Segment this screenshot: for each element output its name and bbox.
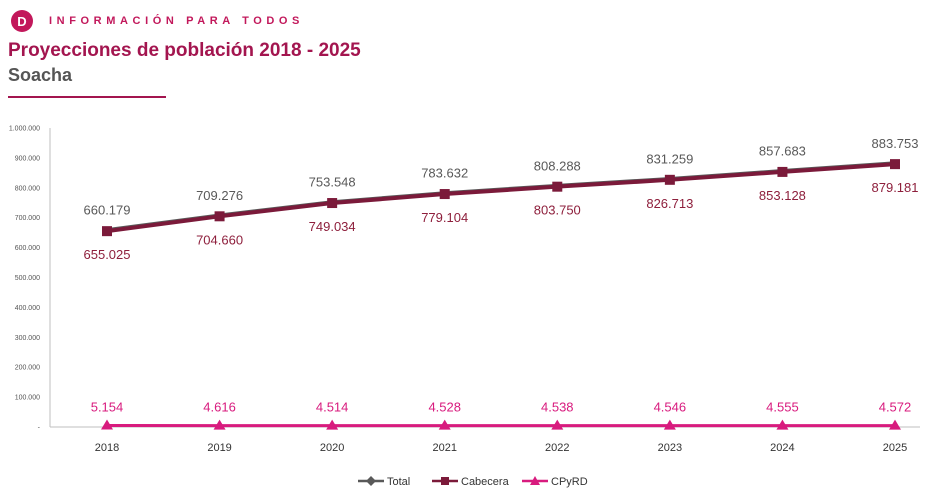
marker-cabecera bbox=[102, 226, 112, 237]
y-tick-label: 100.000 bbox=[15, 395, 40, 402]
marker-cpyrd bbox=[663, 419, 676, 430]
legend-marker-cpyrd bbox=[530, 476, 540, 485]
y-tick-label: 500.000 bbox=[15, 275, 40, 282]
data-label-cabecera: 779.104 bbox=[421, 210, 468, 225]
data-label-cpyrd: 4.555 bbox=[766, 400, 799, 415]
brand-tagline: INFORMACIÓN PARA TODOS bbox=[49, 15, 304, 27]
marker-cpyrd bbox=[101, 419, 113, 430]
legend-marker-cabecera bbox=[441, 477, 449, 485]
y-tick-label: 600.000 bbox=[15, 245, 40, 252]
data-label-total: 660.179 bbox=[84, 203, 131, 218]
marker-cabecera bbox=[552, 181, 563, 192]
y-tick-label: - bbox=[38, 425, 41, 432]
series-line-cabecera bbox=[106, 162, 896, 234]
data-label-cabecera: 826.713 bbox=[646, 196, 693, 211]
marker-cabecera bbox=[214, 211, 225, 222]
brand-bar: D INFORMACIÓN PARA TODOS bbox=[11, 10, 304, 32]
data-label-total: 753.548 bbox=[309, 175, 356, 190]
data-label-total: 883.753 bbox=[872, 136, 919, 151]
marker-cpyrd bbox=[326, 419, 339, 430]
data-label-cpyrd: 5.154 bbox=[91, 399, 124, 414]
marker-cpyrd bbox=[551, 419, 564, 430]
y-tick-label: 800.000 bbox=[15, 185, 40, 192]
data-label-cabecera: 655.025 bbox=[84, 247, 131, 262]
page-title: Proyecciones de población 2018 - 2025 bbox=[8, 40, 361, 61]
data-label-cpyrd: 4.528 bbox=[428, 400, 461, 415]
data-label-cabecera: 803.750 bbox=[534, 203, 581, 218]
x-tick-label: 2023 bbox=[658, 442, 682, 454]
y-tick-label: 300.000 bbox=[15, 335, 40, 342]
marker-cpyrd bbox=[889, 419, 901, 430]
data-label-cpyrd: 4.514 bbox=[316, 400, 349, 415]
data-label-total: 808.288 bbox=[534, 158, 581, 173]
marker-cpyrd bbox=[213, 419, 226, 430]
data-label-total: 783.632 bbox=[421, 166, 468, 181]
data-label-cabecera: 879.181 bbox=[872, 180, 919, 195]
data-label-total: 857.683 bbox=[759, 144, 806, 159]
marker-cpyrd bbox=[776, 419, 789, 430]
data-label-total: 831.259 bbox=[646, 151, 693, 166]
marker-cpyrd bbox=[438, 419, 451, 430]
x-tick-label: 2024 bbox=[770, 442, 794, 454]
data-label-cpyrd: 4.616 bbox=[203, 400, 236, 415]
legend-label-cpyrd: CPyRD bbox=[551, 476, 588, 488]
x-tick-label: 2022 bbox=[545, 442, 569, 454]
data-label-cabecera: 749.034 bbox=[309, 219, 356, 234]
page-subtitle: Soacha bbox=[8, 65, 73, 85]
x-tick-label: 2021 bbox=[432, 442, 456, 454]
y-tick-label: 200.000 bbox=[15, 365, 40, 372]
marker-cabecera bbox=[777, 166, 788, 177]
marker-cabecera bbox=[327, 198, 338, 209]
data-label-cabecera: 704.660 bbox=[196, 232, 243, 247]
legend-label-cabecera: Cabecera bbox=[461, 476, 510, 488]
data-label-cpyrd: 4.546 bbox=[654, 400, 687, 415]
brand-logo: D bbox=[11, 10, 33, 32]
legend-label-total: Total bbox=[387, 476, 410, 488]
brand-logo-letter: D bbox=[17, 13, 27, 29]
y-tick-label: 700.000 bbox=[15, 215, 40, 222]
legend-marker-total bbox=[366, 476, 376, 486]
x-tick-label: 2019 bbox=[207, 442, 231, 454]
data-label-total: 709.276 bbox=[196, 188, 243, 203]
y-tick-label: 900.000 bbox=[15, 155, 40, 162]
marker-cabecera bbox=[664, 174, 675, 185]
x-tick-label: 2020 bbox=[320, 442, 344, 454]
marker-cabecera bbox=[439, 189, 450, 200]
marker-cabecera bbox=[890, 159, 900, 170]
title-underline bbox=[8, 96, 166, 98]
data-label-cpyrd: 4.538 bbox=[541, 400, 574, 415]
x-tick-label: 2025 bbox=[883, 442, 907, 454]
data-label-cpyrd: 4.572 bbox=[879, 400, 912, 415]
y-tick-label: 1.000.000 bbox=[9, 126, 40, 133]
data-label-cabecera: 853.128 bbox=[759, 188, 806, 203]
y-tick-label: 400.000 bbox=[15, 305, 40, 312]
x-tick-label: 2018 bbox=[95, 442, 119, 454]
